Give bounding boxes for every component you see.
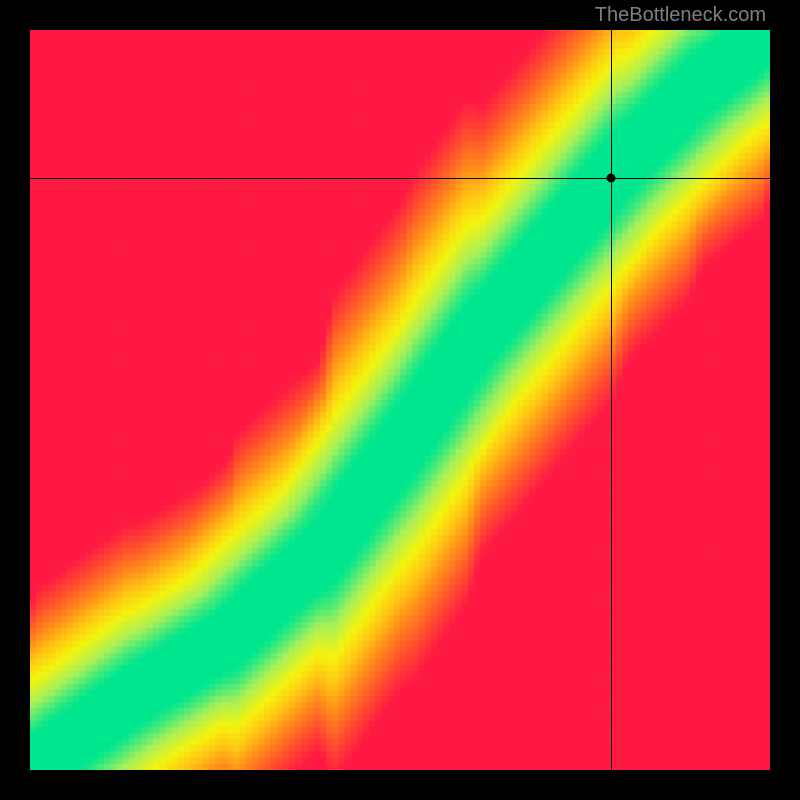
crosshair-vertical xyxy=(611,30,612,770)
crosshair-dot xyxy=(606,174,615,183)
heatmap-plot xyxy=(30,30,770,770)
watermark-text: TheBottleneck.com xyxy=(595,4,766,27)
crosshair-horizontal xyxy=(30,178,770,179)
heatmap-canvas xyxy=(30,30,770,770)
